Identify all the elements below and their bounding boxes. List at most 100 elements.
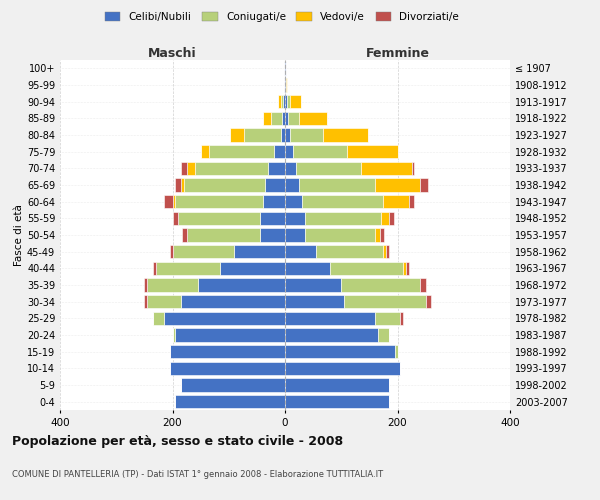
Legend: Celibi/Nubili, Coniugati/e, Vedovi/e, Divorziati/e: Celibi/Nubili, Coniugati/e, Vedovi/e, Di…	[101, 8, 463, 26]
Bar	[400, 312, 403, 325]
Bar	[209, 145, 274, 158]
Bar	[285, 245, 316, 258]
Bar	[299, 178, 375, 192]
Bar	[330, 262, 403, 275]
Bar	[380, 212, 389, 225]
Bar	[285, 328, 378, 342]
Bar	[284, 78, 285, 92]
Bar	[268, 162, 285, 175]
Bar	[425, 295, 431, 308]
Bar	[145, 295, 147, 308]
Bar	[173, 245, 235, 258]
Bar	[305, 212, 380, 225]
Bar	[153, 312, 164, 325]
Bar	[285, 112, 288, 125]
Bar	[265, 178, 285, 192]
Bar	[285, 128, 290, 141]
Text: Femmine: Femmine	[365, 47, 430, 60]
Bar	[361, 162, 412, 175]
Bar	[147, 295, 181, 308]
Bar	[323, 128, 368, 141]
Bar	[285, 78, 286, 92]
Bar	[285, 312, 375, 325]
Bar	[181, 162, 187, 175]
Bar	[153, 262, 155, 275]
Bar	[164, 195, 173, 208]
Bar	[299, 112, 327, 125]
Bar	[285, 195, 302, 208]
Bar	[178, 212, 260, 225]
Bar	[285, 378, 389, 392]
Bar	[409, 195, 415, 208]
Bar	[375, 228, 380, 241]
Bar	[230, 128, 244, 141]
Bar	[175, 395, 285, 408]
Bar	[260, 228, 285, 241]
Bar	[285, 295, 344, 308]
Bar	[285, 395, 389, 408]
Bar	[170, 362, 285, 375]
Bar	[285, 162, 296, 175]
Bar	[181, 178, 184, 192]
Bar	[187, 162, 195, 175]
Bar	[281, 128, 285, 141]
Bar	[175, 328, 285, 342]
Bar	[375, 312, 400, 325]
Bar	[175, 195, 263, 208]
Bar	[164, 312, 285, 325]
Bar	[344, 295, 425, 308]
Bar	[182, 228, 187, 241]
Bar	[145, 278, 147, 291]
Text: Popolazione per età, sesso e stato civile - 2008: Popolazione per età, sesso e stato civil…	[12, 435, 343, 448]
Bar	[375, 178, 420, 192]
Bar	[175, 178, 181, 192]
Bar	[290, 128, 323, 141]
Bar	[181, 378, 285, 392]
Bar	[155, 262, 220, 275]
Y-axis label: Fasce di età: Fasce di età	[14, 204, 24, 266]
Bar	[281, 95, 283, 108]
Bar	[341, 278, 420, 291]
Bar	[290, 95, 301, 108]
Bar	[285, 212, 305, 225]
Bar	[285, 145, 293, 158]
Bar	[173, 212, 178, 225]
Bar	[282, 112, 285, 125]
Bar	[278, 95, 281, 108]
Bar	[403, 262, 406, 275]
Bar	[302, 195, 383, 208]
Bar	[220, 262, 285, 275]
Bar	[147, 278, 198, 291]
Bar	[187, 228, 260, 241]
Bar	[170, 245, 173, 258]
Bar	[271, 112, 282, 125]
Text: Maschi: Maschi	[148, 47, 197, 60]
Bar	[347, 145, 398, 158]
Bar	[198, 278, 285, 291]
Bar	[383, 245, 386, 258]
Bar	[420, 178, 428, 192]
Bar	[235, 245, 285, 258]
Bar	[412, 162, 415, 175]
Bar	[383, 195, 409, 208]
Bar	[296, 162, 361, 175]
Bar	[285, 95, 287, 108]
Bar	[285, 178, 299, 192]
Bar	[285, 228, 305, 241]
Bar	[287, 95, 290, 108]
Bar	[380, 228, 384, 241]
Bar	[173, 328, 175, 342]
Bar	[200, 145, 209, 158]
Bar	[288, 112, 299, 125]
Bar	[285, 345, 395, 358]
Bar	[420, 278, 425, 291]
Bar	[195, 162, 268, 175]
Bar	[184, 178, 265, 192]
Bar	[286, 78, 287, 92]
Bar	[389, 212, 394, 225]
Bar	[316, 245, 383, 258]
Bar	[293, 145, 347, 158]
Bar	[173, 195, 175, 208]
Bar	[263, 195, 285, 208]
Bar	[285, 362, 400, 375]
